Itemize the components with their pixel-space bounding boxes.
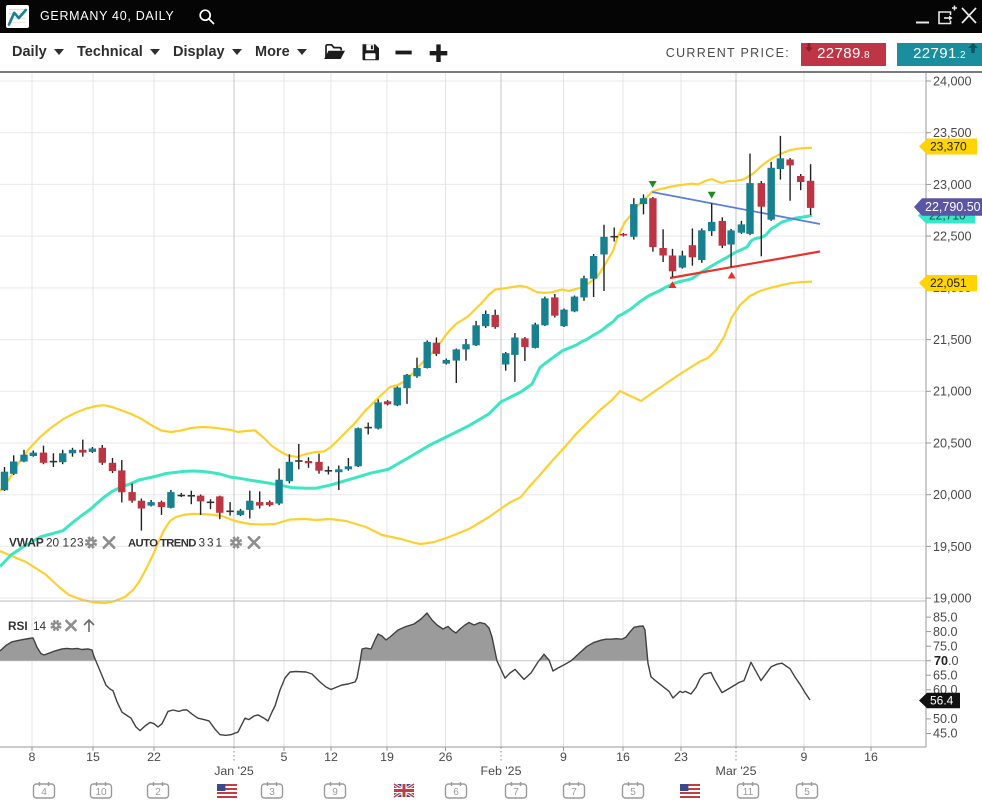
svg-text:Feb '25: Feb '25 bbox=[481, 764, 522, 778]
svg-text:10: 10 bbox=[95, 787, 107, 798]
svg-text:19,500: 19,500 bbox=[933, 540, 972, 554]
svg-text:23,370: 23,370 bbox=[930, 140, 967, 154]
svg-text:21,500: 21,500 bbox=[933, 333, 972, 347]
svg-text:Jan '25: Jan '25 bbox=[214, 764, 254, 778]
svg-text:23,500: 23,500 bbox=[933, 126, 972, 140]
svg-text:22,500: 22,500 bbox=[933, 230, 972, 244]
svg-text:19: 19 bbox=[380, 750, 394, 764]
svg-text:1: 1 bbox=[216, 536, 223, 550]
svg-text:2: 2 bbox=[155, 787, 161, 798]
svg-text:9: 9 bbox=[801, 750, 808, 764]
svg-text:85.0: 85.0 bbox=[933, 610, 958, 624]
svg-text:15: 15 bbox=[86, 750, 100, 764]
svg-text:5: 5 bbox=[281, 750, 288, 764]
svg-text:7: 7 bbox=[571, 787, 577, 798]
svg-text:65.0: 65.0 bbox=[933, 669, 958, 683]
svg-text:6: 6 bbox=[453, 787, 459, 798]
svg-text:3: 3 bbox=[269, 787, 275, 798]
svg-text:5: 5 bbox=[630, 787, 636, 798]
svg-text:5: 5 bbox=[804, 787, 810, 798]
svg-text:VWAP: VWAP bbox=[9, 536, 44, 550]
svg-text:RSI: RSI bbox=[8, 619, 28, 633]
svg-text:20,000: 20,000 bbox=[933, 488, 972, 502]
svg-text:3: 3 bbox=[199, 536, 206, 550]
svg-text:22: 22 bbox=[147, 750, 161, 764]
svg-text:2: 2 bbox=[70, 536, 77, 550]
svg-text:23,000: 23,000 bbox=[933, 178, 972, 192]
svg-text:21,000: 21,000 bbox=[933, 385, 972, 399]
svg-text:11: 11 bbox=[743, 787, 754, 798]
svg-text:9: 9 bbox=[332, 787, 338, 798]
svg-text:56.4: 56.4 bbox=[930, 694, 954, 708]
svg-text:Mar '25: Mar '25 bbox=[716, 764, 757, 778]
svg-text:75.0: 75.0 bbox=[933, 639, 958, 653]
svg-text:19,000: 19,000 bbox=[933, 592, 972, 606]
svg-text:70.0: 70.0 bbox=[934, 654, 959, 668]
svg-text:4: 4 bbox=[41, 787, 47, 798]
svg-text:20: 20 bbox=[46, 536, 60, 550]
svg-text:AUTO TREND: AUTO TREND bbox=[128, 538, 196, 550]
svg-text:3: 3 bbox=[207, 536, 214, 550]
svg-text:50.0: 50.0 bbox=[933, 712, 958, 726]
svg-text:1: 1 bbox=[63, 536, 70, 550]
svg-text:24,000: 24,000 bbox=[933, 74, 972, 88]
svg-text:12: 12 bbox=[324, 750, 338, 764]
svg-text:23: 23 bbox=[674, 750, 688, 764]
svg-text:16: 16 bbox=[864, 750, 878, 764]
svg-text:9: 9 bbox=[560, 750, 567, 764]
svg-text:14: 14 bbox=[33, 619, 47, 633]
svg-text:8: 8 bbox=[29, 750, 36, 764]
svg-text:22,051: 22,051 bbox=[930, 276, 967, 290]
svg-text:45.0: 45.0 bbox=[933, 727, 958, 741]
svg-text:7: 7 bbox=[513, 787, 519, 798]
svg-text:20,500: 20,500 bbox=[933, 436, 972, 450]
svg-text:22,790.50: 22,790.50 bbox=[925, 200, 981, 214]
svg-text:80.0: 80.0 bbox=[933, 625, 958, 639]
svg-text:26: 26 bbox=[439, 750, 453, 764]
svg-text:16: 16 bbox=[616, 750, 630, 764]
svg-text:3: 3 bbox=[77, 536, 84, 550]
